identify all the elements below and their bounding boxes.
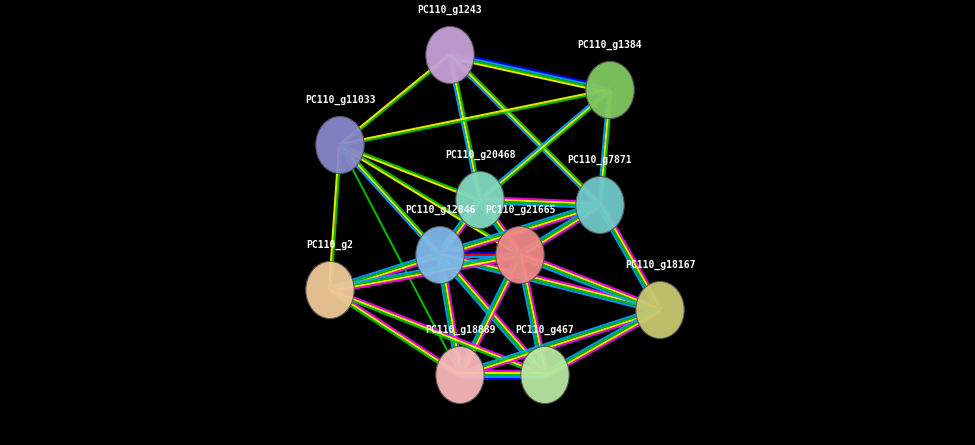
- Ellipse shape: [586, 61, 634, 119]
- Text: PC110_g2: PC110_g2: [306, 240, 354, 251]
- Text: PC110_g7871: PC110_g7871: [567, 155, 633, 166]
- Ellipse shape: [636, 281, 684, 339]
- Ellipse shape: [576, 176, 624, 234]
- Text: PC110_g467: PC110_g467: [516, 325, 574, 336]
- Text: PC110_g11033: PC110_g11033: [305, 95, 375, 105]
- Ellipse shape: [496, 227, 544, 283]
- Text: PC110_g20468: PC110_g20468: [445, 150, 515, 160]
- Text: PC110_g1243: PC110_g1243: [417, 5, 483, 16]
- Text: PC110_g18167: PC110_g18167: [625, 260, 695, 271]
- Ellipse shape: [436, 346, 485, 404]
- Text: PC110_g18889: PC110_g18889: [425, 325, 495, 336]
- Ellipse shape: [521, 346, 569, 404]
- Ellipse shape: [455, 171, 504, 229]
- Ellipse shape: [426, 26, 474, 84]
- Ellipse shape: [316, 117, 365, 174]
- Ellipse shape: [306, 261, 354, 319]
- Text: PC110_g21665: PC110_g21665: [485, 205, 555, 215]
- Ellipse shape: [415, 227, 464, 283]
- Text: PC110_g1384: PC110_g1384: [577, 40, 643, 50]
- Text: PC110_g12846: PC110_g12846: [405, 205, 475, 215]
